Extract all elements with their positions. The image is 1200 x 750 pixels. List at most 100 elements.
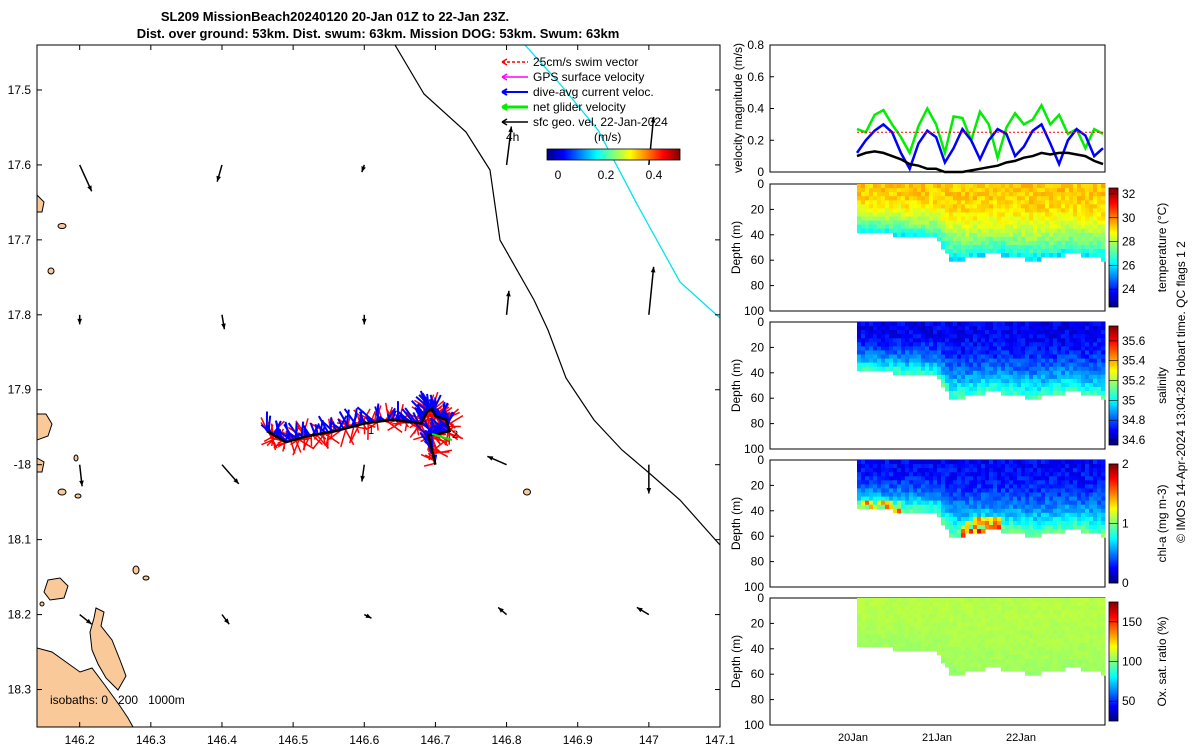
heatmap-cell — [977, 378, 982, 384]
heatmap-cell — [981, 598, 986, 603]
heatmap-cell — [1057, 383, 1062, 388]
heatmap-cell — [893, 630, 898, 635]
heatmap-cell — [881, 602, 886, 607]
heatmap-cell — [1029, 236, 1034, 242]
heatmap-cell — [949, 663, 954, 668]
heatmap-cell — [953, 326, 958, 331]
heatmap-cell — [865, 480, 870, 485]
heatmap-cell — [861, 220, 866, 226]
heatmap-cell — [1005, 342, 1010, 347]
heatmap-cell — [937, 362, 942, 368]
heatmap-cell — [1049, 330, 1054, 335]
heatmap-cell — [1041, 464, 1046, 469]
colorbar-label: chl-a (mg m-3) — [1155, 484, 1169, 562]
heatmap-cell — [985, 196, 990, 201]
heatmap-cell — [1017, 184, 1022, 189]
heatmap-cell — [1033, 468, 1038, 473]
heatmap-cell — [1009, 212, 1014, 217]
heatmap-cell — [1061, 354, 1066, 359]
heatmap-cell — [925, 496, 930, 502]
heatmap-cell — [1041, 245, 1046, 250]
heatmap-cell — [929, 228, 934, 234]
heatmap-cell — [969, 654, 974, 660]
heatmap-cell — [1037, 188, 1042, 193]
heatmap-cell — [981, 383, 986, 388]
heatmap-cell — [1097, 622, 1102, 627]
heatmap-cell — [1061, 220, 1066, 226]
heatmap-cell — [997, 330, 1002, 335]
heatmap-cell — [1013, 224, 1018, 230]
heatmap-cell — [917, 224, 922, 230]
heatmap-cell — [949, 354, 954, 359]
heatmap-cell — [901, 642, 906, 648]
heatmap-cell — [941, 240, 946, 246]
heatmap-cell — [949, 236, 954, 242]
heatmap-cell — [869, 618, 874, 623]
heatmap-cell — [957, 346, 962, 351]
heatmap-cell — [929, 342, 934, 347]
heatmap-cell — [1053, 387, 1058, 392]
heatmap-cell — [1037, 492, 1042, 497]
heatmap-cell — [1029, 366, 1034, 372]
heatmap-cell — [1077, 350, 1082, 355]
heatmap-cell — [993, 525, 998, 530]
heatmap-cell — [1093, 220, 1098, 226]
swim-vector — [266, 436, 277, 447]
heatmap-cell — [941, 366, 946, 372]
heatmap-cell — [1069, 346, 1074, 351]
heatmap-cell — [1005, 387, 1010, 392]
heatmap-cell — [1029, 196, 1034, 201]
heatmap-cell — [1025, 638, 1030, 644]
heatmap-cell — [1069, 472, 1074, 477]
heatmap-cell — [1065, 622, 1070, 627]
heatmap-cell — [1033, 212, 1038, 217]
heatmap-cell — [1037, 533, 1042, 538]
heatmap-cell — [909, 484, 914, 489]
colorbar-label: salinity — [1155, 367, 1169, 404]
heatmap-cell — [885, 204, 890, 209]
heatmap-cell — [1085, 374, 1090, 380]
heatmap-cell — [965, 184, 970, 189]
heatmap-cell — [1065, 525, 1070, 530]
heatmap-cell — [973, 492, 978, 497]
heatmap-cell — [965, 484, 970, 489]
heatmap-cell — [1029, 508, 1034, 514]
legend-net: net glider velocity — [501, 100, 626, 114]
heatmap-cell — [945, 500, 950, 506]
heatmap-cell — [941, 184, 946, 189]
heatmap-cell — [969, 391, 974, 396]
heatmap-cell — [1061, 512, 1066, 518]
heatmap-cell — [1053, 216, 1058, 221]
heatmap-cell — [1069, 338, 1074, 343]
heatmap-cell — [953, 240, 958, 246]
heatmap-cell — [989, 516, 994, 522]
heatmap-cell — [1057, 232, 1062, 238]
heatmap-cell — [1089, 516, 1094, 522]
heatmap-cell — [1089, 496, 1094, 502]
heatmap-cell — [1033, 598, 1038, 603]
heatmap-cell — [1021, 521, 1026, 526]
heatmap-cell — [933, 366, 938, 372]
heatmap-cell — [1073, 204, 1078, 209]
heatmap-cell — [981, 606, 986, 611]
heatmap-cell — [949, 346, 954, 351]
heatmap-cell — [1021, 208, 1026, 213]
heatmap-cell — [1101, 646, 1106, 652]
heatmap-cell — [905, 208, 910, 213]
heatmap-cell — [953, 659, 958, 664]
map-ytick-label: 18.3 — [8, 683, 32, 697]
heatmap-cell — [1065, 630, 1070, 635]
heatmap-cell — [1013, 626, 1018, 631]
heatmap-cell — [997, 634, 1002, 640]
heatmap-cell — [1093, 606, 1098, 611]
heatmap-cell — [965, 354, 970, 359]
heatmap-cell — [925, 602, 930, 607]
heatmap-cell — [857, 610, 862, 615]
heatmap-cell — [1005, 614, 1010, 619]
heatmap-cell — [953, 521, 958, 526]
heatmap-cell — [1045, 464, 1050, 469]
heatmap-cell — [977, 667, 982, 672]
heatmap-cell — [961, 216, 966, 221]
dive-avg-vector — [288, 431, 299, 440]
heatmap-cell — [1037, 358, 1042, 364]
